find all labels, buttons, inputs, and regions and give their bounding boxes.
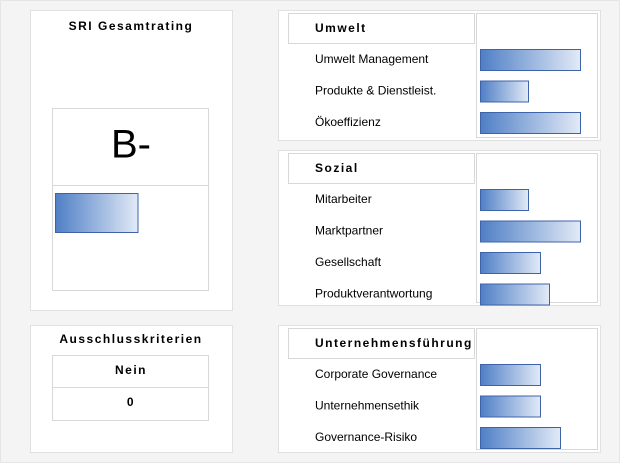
exclusion-count: 0 [127,395,135,409]
score-bar [480,80,529,103]
exclusion-panel [30,325,233,453]
exclusion-status: Nein [115,363,147,377]
item-label: Unternehmensethik [315,399,420,413]
item-label: Umwelt Management [315,52,429,66]
item-label: Produktverantwortung [315,287,432,301]
header-cell [288,153,475,184]
score-bar [480,364,541,386]
rating-panel [30,10,233,311]
item-label: Mitarbeiter [315,192,372,206]
item-label: Gesellschaft [315,255,382,269]
header-cell [288,13,475,44]
item-label: Produkte & Dienstleist. [315,84,436,98]
score-bar [480,252,541,274]
score-bar [480,112,581,134]
section-title: Unternehmensführung [315,336,473,350]
rating-title: SRI Gesamtrating [69,19,194,33]
score-bar [480,189,529,211]
score-bar [480,427,561,449]
score-bar [480,283,550,306]
score-bar [480,220,581,243]
rating-box [52,108,209,291]
exclusion-title: Ausschlusskriterien [59,332,202,346]
bar-column [476,328,598,450]
rating-grade: B- [111,123,151,167]
section-title: Sozial [315,161,359,175]
bar-column [476,13,598,138]
item-label: Corporate Governance [315,367,437,381]
rating-bar [55,193,139,233]
header-cell [288,328,475,359]
item-label: Ökoeffizienz [315,115,381,129]
item-label: Governance-Risiko [315,430,417,444]
score-bar [480,395,541,418]
item-label: Marktpartner [315,224,383,238]
score-bar [480,49,581,71]
section-title: Umwelt [315,21,367,35]
